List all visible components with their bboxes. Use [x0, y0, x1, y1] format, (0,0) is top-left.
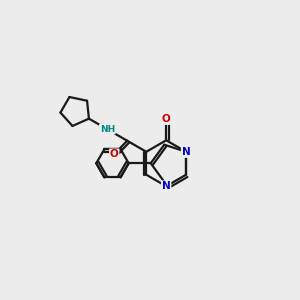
Text: O: O [110, 149, 118, 159]
Text: NH: NH [100, 125, 115, 134]
Text: N: N [162, 181, 171, 191]
Text: O: O [162, 114, 171, 124]
Text: N: N [182, 147, 190, 157]
Text: S: S [182, 147, 190, 157]
